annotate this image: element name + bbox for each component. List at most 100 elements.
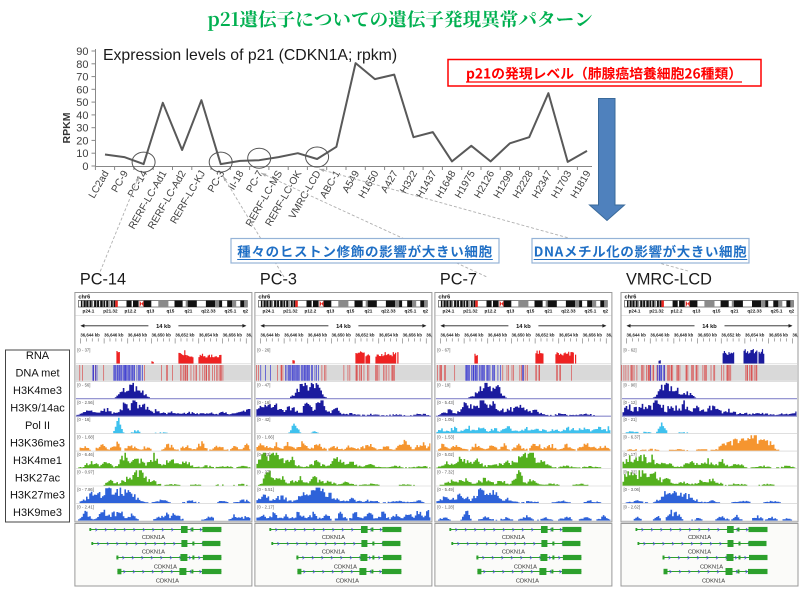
- svg-text:36,644 kb: 36,644 kb: [627, 333, 647, 338]
- svg-text:q21: q21: [731, 309, 739, 314]
- svg-text:36,648 kb: 36,648 kb: [674, 333, 694, 338]
- svg-text:[0 - 23]: [0 - 23]: [257, 452, 270, 457]
- svg-text:36,: 36,: [792, 333, 798, 338]
- svg-text:36,656 kb: 36,656 kb: [223, 333, 243, 338]
- svg-text:36,648 kb: 36,648 kb: [488, 333, 508, 338]
- svg-text:CDKN1A: CDKN1A: [156, 578, 179, 584]
- svg-text:36,646 kb: 36,646 kb: [650, 333, 670, 338]
- svg-text:0: 0: [82, 161, 88, 173]
- svg-text:[0 - 56]: [0 - 56]: [77, 382, 90, 387]
- svg-text:36,654 kb: 36,654 kb: [199, 333, 219, 338]
- svg-text:q22.33: q22.33: [561, 309, 576, 314]
- svg-text:q2: q2: [603, 309, 609, 314]
- svg-text:[0 - 2.56]: [0 - 2.56]: [77, 400, 94, 405]
- svg-text:q13: q13: [326, 309, 334, 314]
- svg-text:36,652 kb: 36,652 kb: [355, 333, 375, 338]
- svg-text:q25.1: q25.1: [225, 309, 237, 314]
- svg-text:30: 30: [76, 123, 88, 135]
- svg-text:[0 - 47]: [0 - 47]: [257, 382, 270, 387]
- svg-text:[0 - 6.46]: [0 - 6.46]: [77, 452, 94, 457]
- svg-text:[0 - 67]: [0 - 67]: [437, 347, 450, 352]
- svg-text:[0 - 90]: [0 - 90]: [624, 382, 637, 387]
- svg-text:36,644 kb: 36,644 kb: [440, 333, 460, 338]
- svg-text:80: 80: [76, 59, 88, 71]
- svg-text:q15: q15: [713, 309, 721, 314]
- svg-text:[0 - 2.17]: [0 - 2.17]: [257, 504, 274, 509]
- svg-text:[0 - 17]: [0 - 17]: [624, 452, 637, 457]
- svg-text:H3K36me3: H3K36me3: [10, 437, 65, 449]
- svg-text:[0 - 1.66]: [0 - 1.66]: [257, 435, 274, 440]
- svg-text:p24.1: p24.1: [83, 309, 95, 314]
- svg-text:q13: q13: [693, 309, 701, 314]
- svg-text:p21.32: p21.32: [283, 309, 298, 314]
- svg-text:H3K27me3: H3K27me3: [10, 490, 65, 502]
- svg-text:[0 - 7.32]: [0 - 7.32]: [437, 470, 454, 475]
- svg-text:q25.1: q25.1: [771, 309, 783, 314]
- svg-text:36,656 kb: 36,656 kb: [769, 333, 789, 338]
- svg-text:q15: q15: [526, 309, 534, 314]
- svg-text:CDKN1A: CDKN1A: [322, 535, 345, 541]
- svg-text:[0 - 2.41]: [0 - 2.41]: [77, 504, 94, 509]
- svg-text:q21: q21: [544, 309, 552, 314]
- svg-text:[0 - 5.51]: [0 - 5.51]: [257, 487, 274, 492]
- svg-text:CDKN1A: CDKN1A: [142, 535, 165, 541]
- svg-text:p12.2: p12.2: [485, 309, 497, 314]
- svg-text:[0 - 16]: [0 - 16]: [77, 417, 90, 422]
- svg-text:36,650 kb: 36,650 kb: [698, 333, 718, 338]
- svg-text:q2: q2: [423, 309, 429, 314]
- svg-text:[0 - 5.49]: [0 - 5.49]: [437, 487, 454, 492]
- svg-text:H3K9me3: H3K9me3: [13, 507, 62, 519]
- svg-text:36,650 kb: 36,650 kb: [152, 333, 172, 338]
- svg-text:p12.2: p12.2: [671, 309, 683, 314]
- svg-text:q22.33: q22.33: [747, 309, 762, 314]
- svg-text:36,654 kb: 36,654 kb: [745, 333, 765, 338]
- svg-text:Pol II: Pol II: [25, 420, 50, 432]
- svg-text:CDKN1A: CDKN1A: [142, 550, 165, 556]
- svg-text:70: 70: [76, 72, 88, 84]
- svg-text:chr6: chr6: [78, 295, 90, 301]
- svg-text:q22.33: q22.33: [201, 309, 216, 314]
- svg-text:H3K4me3: H3K4me3: [13, 385, 62, 397]
- svg-text:chr6: chr6: [258, 295, 270, 301]
- svg-text:[0 - 1.68]: [0 - 1.68]: [77, 435, 94, 440]
- svg-text:[0 - 19]: [0 - 19]: [437, 382, 450, 387]
- svg-text:CDKN1A: CDKN1A: [516, 578, 539, 584]
- svg-text:CDKN1A: CDKN1A: [334, 564, 357, 570]
- svg-text:CDKN1A: CDKN1A: [154, 564, 177, 570]
- svg-text:CDKN1A: CDKN1A: [702, 578, 725, 584]
- svg-text:36,652 kb: 36,652 kb: [721, 333, 741, 338]
- svg-text:[0 - 3.06]: [0 - 3.06]: [624, 487, 641, 492]
- svg-text:q21: q21: [184, 309, 192, 314]
- svg-text:q22.33: q22.33: [381, 309, 396, 314]
- svg-text:q21: q21: [364, 309, 372, 314]
- svg-text:DNA met: DNA met: [15, 368, 59, 380]
- svg-text:p24.1: p24.1: [263, 309, 275, 314]
- svg-text:[0 - 6.37]: [0 - 6.37]: [624, 435, 641, 440]
- svg-text:[0 - 21]: [0 - 21]: [624, 417, 637, 422]
- svg-text:36,: 36,: [246, 333, 252, 338]
- svg-text:14 kb: 14 kb: [336, 324, 351, 330]
- svg-text:p24.1: p24.1: [443, 309, 455, 314]
- svg-text:[0 - 42]: [0 - 42]: [257, 417, 270, 422]
- svg-text:p12.2: p12.2: [125, 309, 137, 314]
- svg-text:36,652 kb: 36,652 kb: [175, 333, 195, 338]
- svg-text:[0 - 7.86]: [0 - 7.86]: [77, 487, 94, 492]
- svg-text:PC-7: PC-7: [440, 271, 477, 289]
- svg-text:36,644 kb: 36,644 kb: [80, 333, 100, 338]
- svg-text:[0 - 62]: [0 - 62]: [624, 347, 637, 352]
- svg-text:36,650 kb: 36,650 kb: [332, 333, 352, 338]
- svg-text:CDKN1A: CDKN1A: [514, 564, 537, 570]
- svg-text:50: 50: [76, 97, 88, 109]
- svg-text:36,644 kb: 36,644 kb: [260, 333, 280, 338]
- svg-text:H3K9/14ac: H3K9/14ac: [10, 402, 65, 414]
- svg-text:CDKN1A: CDKN1A: [322, 550, 345, 556]
- svg-text:p21.32: p21.32: [649, 309, 664, 314]
- svg-text:14 kb: 14 kb: [702, 324, 717, 330]
- svg-text:36,656 kb: 36,656 kb: [583, 333, 603, 338]
- svg-text:36,648 kb: 36,648 kb: [308, 333, 328, 338]
- svg-text:q25.1: q25.1: [585, 309, 597, 314]
- svg-text:[0 - 5.02]: [0 - 5.02]: [437, 452, 454, 457]
- svg-text:20: 20: [76, 135, 88, 147]
- svg-text:CDKN1A: CDKN1A: [336, 578, 359, 584]
- svg-text:40: 40: [76, 110, 88, 122]
